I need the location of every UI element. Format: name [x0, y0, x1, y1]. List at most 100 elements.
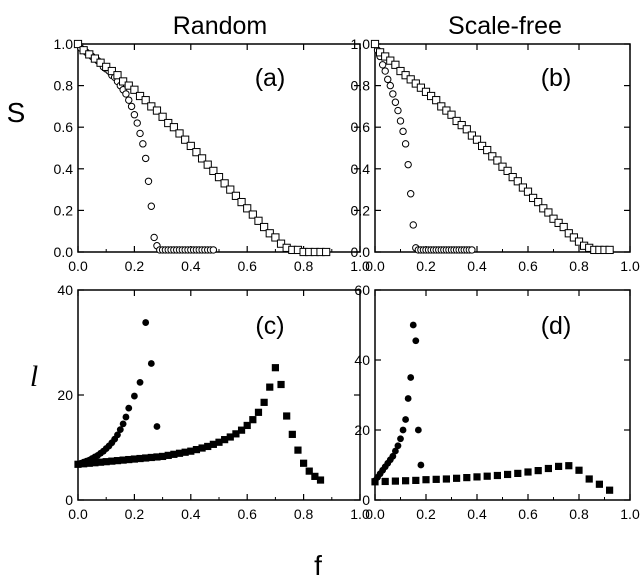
data-point [605, 245, 614, 255]
y-tick-label: 0.4 [54, 161, 74, 177]
data-point [421, 87, 431, 96]
data-point [478, 141, 487, 151]
data-point [544, 464, 552, 473]
data-point [186, 141, 195, 151]
data-point [102, 62, 111, 71]
data-point [513, 177, 522, 186]
x-tick-label: 1.0 [620, 258, 640, 274]
panel-label: (c) [255, 312, 284, 340]
panel-3: 0.0 0.2 0.4 0.6 0.8 1.0 0 20 40 60 (d) [354, 282, 640, 522]
data-point [271, 233, 280, 242]
data-point [534, 197, 543, 207]
data-point [91, 459, 99, 467]
y-tick-label: 0.2 [351, 202, 371, 218]
series-0 [371, 40, 476, 254]
data-point [453, 474, 461, 482]
data-point [135, 91, 145, 101]
data-point [119, 456, 127, 464]
series-1 [371, 462, 614, 494]
y-tick-label: 0.6 [351, 119, 371, 135]
ylabel-l: l [30, 360, 38, 393]
data-point [518, 183, 527, 192]
data-point [90, 54, 100, 63]
data-point [107, 66, 116, 76]
panel-1: 0.0 0.2 0.4 0.6 0.8 1.00.00.20.40.60.81.0(b) [351, 36, 640, 274]
data-point [113, 457, 122, 465]
data-point [139, 140, 147, 148]
data-point [220, 179, 229, 188]
data-point [80, 460, 88, 468]
data-point [534, 467, 542, 475]
series-1 [73, 39, 331, 257]
data-point [574, 237, 584, 246]
series-0 [371, 321, 425, 485]
data-point [159, 452, 167, 461]
data-point [260, 398, 268, 406]
data-point [271, 364, 279, 372]
data-point [554, 218, 563, 227]
data-point [198, 444, 206, 452]
data-point [214, 173, 224, 182]
data-point [130, 85, 139, 94]
data-point [74, 460, 82, 468]
data-point [119, 77, 128, 86]
data-point [153, 453, 161, 461]
y-tick-label: 0.8 [351, 78, 371, 94]
data-point [119, 420, 127, 428]
data-point [575, 466, 583, 474]
data-point [371, 478, 379, 486]
data-point [237, 197, 246, 207]
data-point [483, 145, 492, 155]
data-point [569, 233, 578, 242]
data-point [447, 110, 456, 119]
data-point [394, 106, 402, 115]
y-tick-label: 0.2 [54, 202, 74, 218]
data-point [169, 123, 178, 132]
plot-frame [374, 43, 631, 253]
column-title-scale-free: Scale-free [448, 12, 562, 40]
panel-label: (d) [541, 312, 572, 340]
data-point [392, 447, 399, 455]
data-point [108, 457, 116, 465]
data-point [125, 96, 133, 104]
data-point [401, 71, 410, 80]
x-tick-label: 0.4 [181, 258, 201, 274]
data-point [606, 486, 614, 494]
data-point [127, 102, 136, 111]
x-tick-label: 0.6 [518, 258, 538, 274]
data-point [277, 380, 285, 389]
data-point [147, 202, 156, 210]
data-point [381, 477, 389, 486]
data-point [122, 413, 130, 421]
data-point [136, 129, 144, 138]
y-tick-label: 0 [362, 492, 370, 508]
data-point [204, 442, 212, 451]
data-point [402, 416, 409, 423]
x-tick-label: 0.8 [569, 258, 589, 274]
x-tick-label: 0.2 [416, 506, 436, 522]
data-point [391, 98, 400, 106]
data-point [378, 61, 387, 69]
data-point [192, 446, 201, 454]
data-point [414, 426, 422, 434]
y-tick-label: 1.0 [351, 36, 371, 52]
data-point [153, 423, 161, 430]
data-point [209, 440, 217, 448]
data-point [322, 247, 331, 257]
series-1 [370, 39, 614, 255]
data-point [564, 229, 573, 238]
data-point [483, 472, 491, 480]
data-point [288, 430, 296, 438]
data-point [311, 472, 319, 480]
data-point [158, 112, 167, 121]
x-tick-label: 1.0 [350, 506, 370, 522]
y-tick-label: 1.0 [54, 36, 74, 52]
y-tick-label: 0.8 [54, 78, 74, 94]
data-point [85, 459, 93, 467]
data-point [181, 135, 190, 144]
data-point [498, 162, 507, 171]
panels: 0.0 0.2 0.4 0.6 0.8 1.00.00.20.40.60.81.0(a)0… [54, 36, 640, 522]
x-tick-label: 0.0 [68, 258, 88, 274]
data-point [147, 360, 155, 367]
data-point [243, 421, 251, 430]
